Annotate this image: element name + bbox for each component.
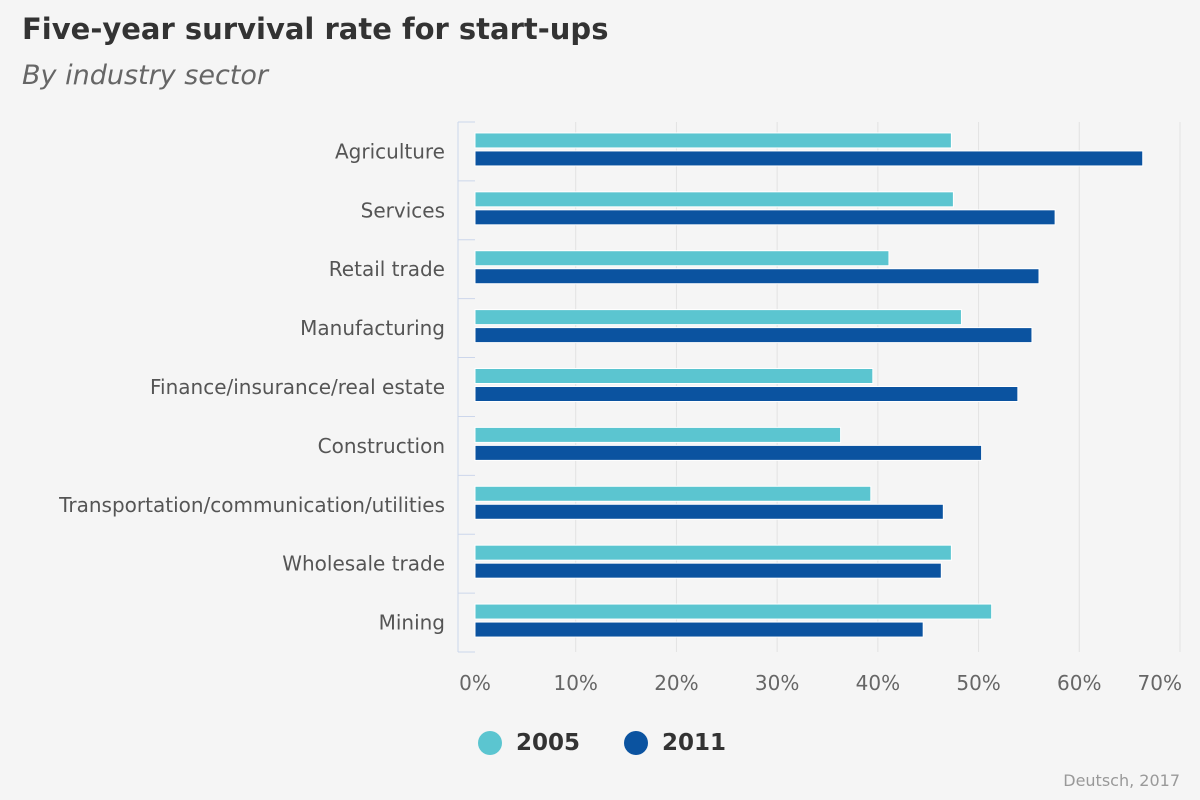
legend-label-2005: 2005 (516, 730, 581, 756)
bar-2005 (474, 368, 874, 384)
bar-2011 (474, 327, 1033, 344)
category-label: Manufacturing (300, 316, 445, 340)
category-label: Agriculture (335, 139, 445, 163)
bar-2011 (474, 268, 1040, 285)
bar-2005 (474, 485, 872, 502)
legend-swatch-2005 (478, 731, 502, 755)
bar-2005 (474, 309, 962, 326)
legend-label-2011: 2011 (662, 730, 727, 756)
category-label: Retail trade (329, 257, 445, 281)
category-label: Finance/insurance/real estate (150, 375, 445, 399)
bar-2005 (474, 132, 952, 149)
x-tick-label: 40% (856, 671, 900, 695)
chart-title: Five-year survival rate for start-ups (22, 12, 609, 46)
bar-2011 (474, 444, 983, 461)
legend-item-2005[interactable]: 2005 (478, 730, 580, 756)
category-label: Transportation/communication/utilities (58, 493, 445, 517)
category-label: Services (361, 198, 445, 222)
legend: 2005 2011 (478, 730, 770, 756)
bar-2005 (474, 544, 952, 561)
x-tick-label: 20% (654, 671, 698, 695)
x-tick-label: 50% (956, 671, 1000, 695)
legend-item-2011[interactable]: 2011 (624, 730, 726, 756)
category-label: Wholesale trade (282, 552, 445, 576)
x-tick-label: 30% (755, 671, 799, 695)
category-label: Mining (379, 611, 445, 635)
bar-2011 (474, 503, 944, 520)
bar-2011 (474, 386, 1019, 402)
legend-swatch-2011 (624, 731, 649, 755)
chart-subtitle: By industry sector (22, 60, 268, 91)
bar-2005 (474, 191, 954, 208)
source-credit: Deutsch, 2017 (1063, 771, 1180, 790)
x-tick-label: 70% (1138, 671, 1182, 695)
x-tick-label: 10% (553, 671, 597, 695)
bar-2005 (474, 426, 842, 443)
bar-2011 (474, 621, 924, 638)
category-label: Construction (318, 434, 445, 458)
bar-2011 (474, 150, 1144, 167)
bar-2005 (474, 250, 890, 267)
x-tick-label: 0% (459, 671, 491, 695)
bar-2011 (474, 562, 942, 579)
bar-2005 (474, 603, 993, 620)
bar-2011 (474, 209, 1056, 226)
x-tick-label: 60% (1057, 671, 1101, 695)
